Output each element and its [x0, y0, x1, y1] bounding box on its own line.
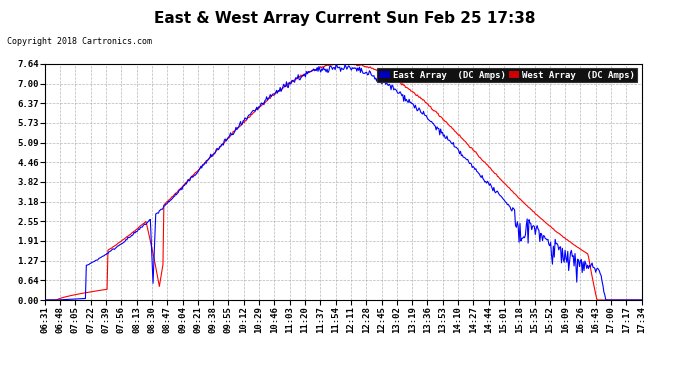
- Text: Copyright 2018 Cartronics.com: Copyright 2018 Cartronics.com: [7, 38, 152, 46]
- Text: East & West Array Current Sun Feb 25 17:38: East & West Array Current Sun Feb 25 17:…: [155, 11, 535, 26]
- Legend: East Array  (DC Amps), West Array  (DC Amps): East Array (DC Amps), West Array (DC Amp…: [377, 68, 637, 82]
